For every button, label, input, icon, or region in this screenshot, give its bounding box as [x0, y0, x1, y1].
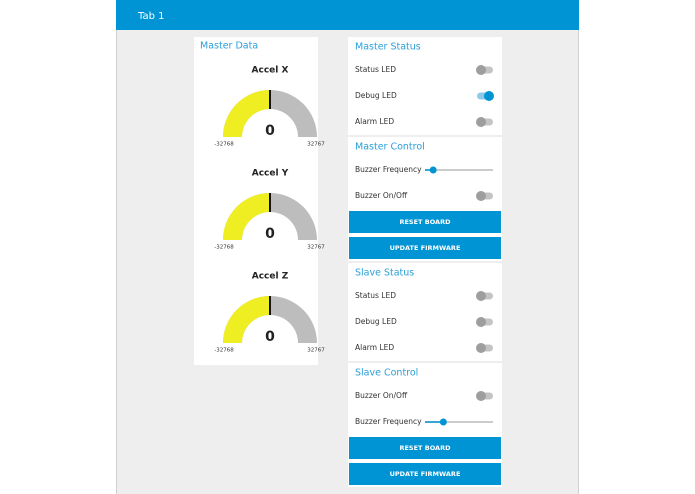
group-card — [348, 263, 502, 361]
row-label: Status LED — [355, 291, 396, 300]
slider-knob[interactable] — [439, 418, 447, 426]
group-card — [348, 37, 502, 135]
button[interactable] — [349, 437, 501, 459]
gauge-fill — [223, 90, 271, 137]
toggle-knob[interactable] — [484, 91, 494, 101]
group-title: Master Status — [355, 42, 421, 53]
gauge-max: 32767 — [307, 348, 325, 354]
button[interactable] — [349, 211, 501, 233]
gauge-label: Accel Z — [252, 272, 289, 282]
toggle-knob[interactable] — [476, 317, 486, 327]
button-label[interactable]: RESET BOARD — [399, 444, 451, 452]
button-label[interactable]: RESET BOARD — [399, 218, 451, 226]
gauge-max: 32767 — [307, 142, 325, 148]
toggle-knob[interactable] — [476, 391, 486, 401]
gauge-min: -32768 — [214, 245, 234, 251]
button-label[interactable]: UPDATE FIRMWARE — [390, 470, 461, 478]
row-label: Buzzer On/Off — [355, 191, 408, 200]
row-label: Debug LED — [355, 317, 397, 326]
gauge-fill — [223, 296, 271, 343]
toggle-knob[interactable] — [476, 117, 486, 127]
group-title: Master Control — [355, 142, 425, 153]
slider-knob[interactable] — [429, 166, 437, 174]
gauge-min: -32768 — [214, 142, 234, 148]
toggle-knob[interactable] — [476, 291, 486, 301]
header-bar — [116, 0, 579, 30]
gauge-fill — [223, 193, 271, 240]
row-label: Debug LED — [355, 91, 397, 100]
gauge-value: 0 — [265, 329, 275, 345]
gauge-max: 32767 — [307, 245, 325, 251]
row-label: Buzzer Frequency — [355, 417, 422, 426]
gauge-value: 0 — [265, 226, 275, 242]
gauge-value: 0 — [265, 123, 275, 139]
button-label[interactable]: UPDATE FIRMWARE — [390, 244, 461, 252]
gauge-label: Accel Y — [252, 169, 289, 179]
button[interactable] — [349, 463, 501, 485]
toggle-knob[interactable] — [476, 65, 486, 75]
group-title: Slave Status — [355, 268, 414, 279]
tab-title[interactable]: Tab 1 — [137, 11, 164, 22]
group-title: Master Data — [200, 41, 258, 52]
row-label: Alarm LED — [355, 343, 394, 352]
row-label: Buzzer Frequency — [355, 165, 422, 174]
toggle-knob[interactable] — [476, 191, 486, 201]
toggle-knob[interactable] — [476, 343, 486, 353]
group-title: Slave Control — [355, 368, 418, 379]
gauge-label: Accel X — [252, 66, 289, 76]
content-area — [116, 30, 579, 494]
row-label: Status LED — [355, 65, 396, 74]
button[interactable] — [349, 237, 501, 259]
row-label: Buzzer On/Off — [355, 391, 408, 400]
gauge-min: -32768 — [214, 348, 234, 354]
row-label: Alarm LED — [355, 117, 394, 126]
